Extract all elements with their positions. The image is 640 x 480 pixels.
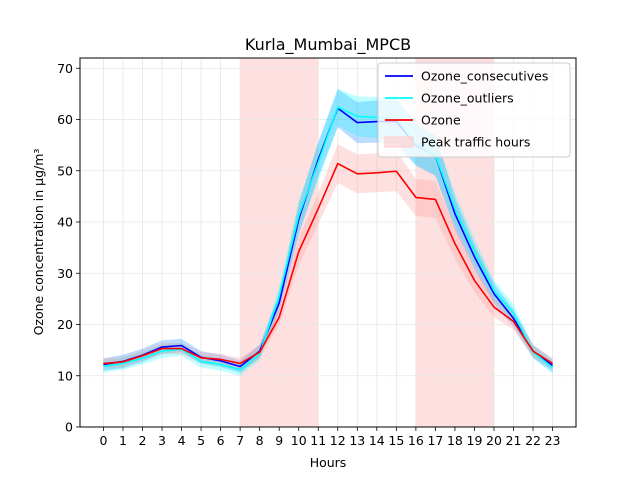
y-tick-label: 10 [57, 368, 73, 383]
x-tick-label: 15 [388, 433, 404, 448]
y-tick-label: 20 [57, 317, 73, 332]
x-tick-label: 13 [349, 433, 365, 448]
chart-title: Kurla_Mumbai_MPCB [245, 35, 411, 55]
x-tick-label: 7 [236, 433, 244, 448]
y-tick-label: 70 [57, 61, 73, 76]
y-tick-label: 0 [65, 420, 73, 435]
legend-label-0: Ozone_consecutives [421, 69, 548, 84]
x-tick-label: 23 [545, 433, 561, 448]
series-band-1 [103, 88, 553, 376]
legend-swatch-peak-traffic [384, 136, 414, 148]
x-tick-label: 14 [369, 433, 385, 448]
axis-ticks: 0 1 2 3 4 5 6 7 8 9 10 11 12 13 14 15 16 17 18 19 20 21 22 2301… [57, 61, 560, 448]
y-tick-label: 30 [57, 266, 73, 281]
x-tick-label: 9 [275, 433, 283, 448]
x-tick-label: 0 [99, 433, 107, 448]
x-tick-label: 5 [197, 433, 205, 448]
x-axis-label: Hours [310, 455, 347, 470]
x-tick-label: 17 [427, 433, 443, 448]
legend: Ozone_consecutives Ozone_outliers Ozone Pea… [377, 62, 571, 158]
series-line-2 [103, 162, 553, 365]
y-tick-label: 60 [57, 112, 73, 127]
x-tick-label: 11 [310, 433, 326, 448]
x-tick-label: 18 [447, 433, 463, 448]
series-band-2 [103, 144, 553, 370]
series-line-1 [103, 106, 554, 371]
x-tick-label: 22 [525, 433, 541, 448]
x-tick-label: 4 [178, 433, 186, 448]
y-axis-label: Ozone concentration in µg/m³ [31, 149, 46, 336]
x-tick-label: 19 [467, 433, 483, 448]
legend-label-3: Peak traffic hours [421, 135, 530, 150]
x-tick-label: 21 [506, 433, 522, 448]
x-tick-label: 20 [486, 433, 502, 448]
y-tick-label: 40 [57, 215, 73, 230]
x-tick-label: 10 [291, 433, 307, 448]
x-tick-label: 6 [217, 433, 225, 448]
legend-label-1: Ozone_outliers [421, 91, 514, 106]
x-tick-label: 2 [139, 433, 147, 448]
x-tick-label: 8 [256, 433, 264, 448]
y-tick-label: 50 [57, 163, 73, 178]
series-band-0 [103, 89, 553, 373]
x-tick-label: 16 [408, 433, 424, 448]
x-tick-label: 12 [330, 433, 346, 448]
legend-box [377, 62, 571, 158]
x-tick-label: 3 [158, 433, 166, 448]
legend-label-2: Ozone [421, 113, 461, 128]
confidence-bands [103, 88, 553, 376]
series-lines [103, 106, 554, 371]
x-tick-label: 1 [119, 433, 127, 448]
plot-frame [79, 57, 577, 428]
